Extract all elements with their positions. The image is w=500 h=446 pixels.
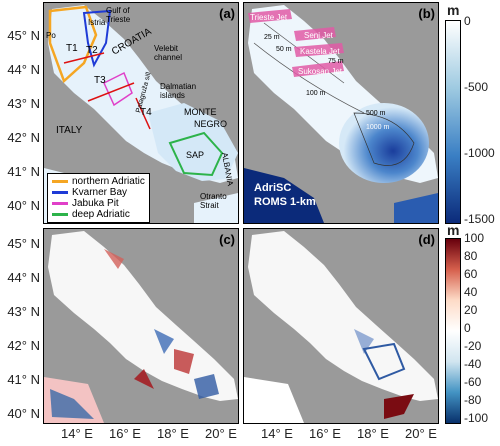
lat-tick: 40° N (7, 198, 40, 213)
jet-arrow (292, 61, 344, 77)
lat-tick: 43° N (7, 96, 40, 111)
transect-t1: T1 (66, 43, 78, 54)
colorbar-tick: -500 (464, 80, 489, 94)
colorbar-tick: -1000 (464, 146, 495, 160)
lon-tick: 16° E (109, 426, 141, 441)
jet-label: Kastela Jet (300, 47, 340, 56)
place-channel: channel (154, 53, 182, 62)
place-islands: islands (160, 91, 185, 100)
place-trieste: Trieste (106, 15, 131, 24)
colorbar-tick: 0 (464, 14, 471, 28)
lat-tick: 40° N (7, 406, 40, 421)
lon-tick: 18° E (157, 426, 189, 441)
lon-tick: 14° E (61, 426, 93, 441)
contour-label: 75 m (328, 58, 344, 65)
colorbar-tick: 40 (464, 285, 478, 299)
place-italy: ITALY (56, 125, 83, 136)
legend: northern Adriatic Kvarner Bay Jabuka Pit… (47, 173, 150, 223)
panel-c-difference: (c) (43, 228, 239, 424)
place-otranto: Otranto (200, 192, 227, 201)
lat-tick: 41° N (7, 164, 40, 179)
lat-tick: 45° N (7, 28, 40, 43)
panel-label-d: (d) (418, 232, 435, 247)
jet-arrow (248, 9, 292, 23)
panel-label-b: (b) (418, 6, 435, 21)
legend-item: Kvarner Bay (52, 187, 145, 198)
panel-label-a: (a) (219, 6, 235, 21)
transect-t4: T4 (140, 107, 152, 118)
colorbar-anomaly (445, 238, 461, 424)
place-istria: Istria (88, 18, 106, 27)
place-gulf: Gulf of (106, 6, 130, 15)
place-negro: NEGRO (194, 119, 227, 129)
colorbar-tick: -80 (464, 393, 482, 407)
colorbar-tick: 80 (464, 249, 478, 263)
contour-label: 500 m (366, 110, 386, 117)
area-sap: SAP (186, 150, 204, 160)
lat-tick: 42° N (7, 130, 40, 145)
panel-d-difference: (d) (243, 228, 439, 424)
colorbar-depth (445, 20, 461, 224)
panel-a-map: Gulf of Trieste Istria Po Velebit channe… (43, 2, 239, 224)
panel-label-c: (c) (219, 232, 235, 247)
colorbar-tick: -1500 (464, 212, 495, 226)
jet-label: Trieste Jet (250, 13, 288, 22)
place-monte: MONTE (184, 107, 217, 117)
jet-arrow (294, 43, 344, 57)
jet-markers (248, 9, 344, 77)
colorbar-tick: -20 (464, 339, 482, 353)
jet-label: Senj Jet (304, 31, 334, 40)
legend-item: Jabuka Pit (52, 198, 145, 209)
colorbar-tick: -100 (464, 411, 489, 425)
model-name: AdriSC (254, 182, 291, 194)
lat-tick: 42° N (7, 338, 40, 353)
contour-label: 50 m (276, 46, 292, 53)
contour-label: 1000 m (366, 124, 390, 131)
place-velebit: Velebit (154, 44, 179, 53)
legend-item: deep Adriatic (52, 209, 145, 220)
jet-arrow (294, 27, 336, 41)
colorbar-tick: -40 (464, 357, 482, 371)
contour-label: 100 m (306, 90, 326, 97)
lat-tick: 43° N (7, 304, 40, 319)
contour-label: 25 m (264, 34, 280, 41)
lat-tick: 45° N (7, 236, 40, 251)
lon-tick: 16° E (309, 426, 341, 441)
colorbar-tick: -60 (464, 375, 482, 389)
model-resolution: ROMS 1-km (254, 196, 316, 208)
lat-tick: 41° N (7, 372, 40, 387)
lat-tick: 44° N (7, 62, 40, 77)
place-strait: Strait (200, 201, 219, 210)
colorbar-unit: m (447, 2, 460, 18)
colorbar-tick: 100 (464, 231, 485, 245)
jet-label: Sukosan Jet (298, 67, 343, 76)
colorbar-unit: m (447, 222, 460, 238)
legend-item: northern Adriatic (52, 176, 145, 187)
lon-tick: 14° E (261, 426, 293, 441)
colorbar-tick: 0 (464, 321, 471, 335)
colorbar-tick: 60 (464, 267, 478, 281)
transect-t2: T2 (86, 45, 98, 56)
lon-tick: 18° E (357, 426, 389, 441)
panel-b-bathymetry: Trieste Jet Senj Jet Kastela Jet Sukosan… (243, 2, 439, 224)
lon-tick: 20° E (405, 426, 437, 441)
transect-t3: T3 (94, 75, 106, 86)
lon-tick: 20° E (205, 426, 237, 441)
place-dalmatian: Dalmatian (160, 82, 196, 91)
colorbar-tick: 20 (464, 303, 478, 317)
place-po: Po (46, 31, 56, 40)
lat-tick: 44° N (7, 270, 40, 285)
